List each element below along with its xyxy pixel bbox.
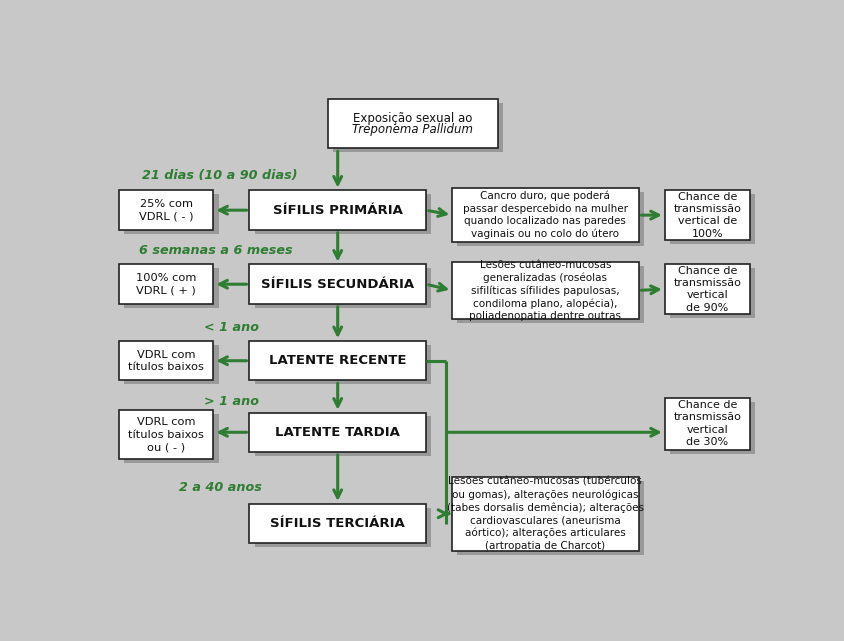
FancyBboxPatch shape	[124, 414, 219, 463]
Text: 100% com
VDRL ( + ): 100% com VDRL ( + )	[136, 273, 196, 296]
Text: Lesões cutâneo-mucosas (tubérculos
ou gomas), alterações neurológicas
(tabes dor: Lesões cutâneo-mucosas (tubérculos ou go…	[446, 477, 644, 551]
FancyBboxPatch shape	[255, 269, 431, 308]
FancyBboxPatch shape	[255, 345, 431, 385]
Text: VDRL com
títulos baixos: VDRL com títulos baixos	[128, 349, 204, 372]
Text: Exposição sexual ao: Exposição sexual ao	[354, 112, 473, 125]
FancyBboxPatch shape	[255, 508, 431, 547]
FancyBboxPatch shape	[665, 265, 749, 314]
FancyBboxPatch shape	[250, 190, 426, 230]
FancyBboxPatch shape	[452, 262, 639, 319]
Text: 2 a 40 anos: 2 a 40 anos	[179, 481, 262, 494]
FancyBboxPatch shape	[452, 477, 639, 551]
Text: SÍFILIS SECUNDÁRIA: SÍFILIS SECUNDÁRIA	[261, 278, 414, 291]
Text: VDRL com
títulos baixos
ou ( - ): VDRL com títulos baixos ou ( - )	[128, 417, 204, 452]
Text: SÍFILIS TERCIÁRIA: SÍFILIS TERCIÁRIA	[270, 517, 405, 530]
FancyBboxPatch shape	[670, 269, 755, 318]
Text: LATENTE RECENTE: LATENTE RECENTE	[269, 354, 407, 367]
Text: 25% com
VDRL ( - ): 25% com VDRL ( - )	[138, 199, 193, 221]
FancyBboxPatch shape	[665, 190, 749, 240]
FancyBboxPatch shape	[255, 194, 431, 234]
Text: Lesões cutâneo-mucosas
generalizadas (roséolas
sifilíticas sífilides papulosas,
: Lesões cutâneo-mucosas generalizadas (ro…	[469, 260, 621, 321]
FancyBboxPatch shape	[124, 269, 219, 308]
FancyBboxPatch shape	[327, 99, 498, 149]
Text: LATENTE TARDIA: LATENTE TARDIA	[275, 426, 400, 439]
FancyBboxPatch shape	[124, 194, 219, 234]
FancyBboxPatch shape	[124, 345, 219, 385]
FancyBboxPatch shape	[250, 413, 426, 452]
FancyBboxPatch shape	[670, 402, 755, 454]
FancyBboxPatch shape	[452, 188, 639, 242]
FancyBboxPatch shape	[250, 504, 426, 544]
FancyBboxPatch shape	[457, 192, 644, 246]
FancyBboxPatch shape	[250, 341, 426, 381]
FancyBboxPatch shape	[457, 266, 644, 322]
FancyBboxPatch shape	[118, 190, 214, 230]
FancyBboxPatch shape	[665, 397, 749, 449]
Text: 21 dias (10 a 90 dias): 21 dias (10 a 90 dias)	[142, 169, 298, 182]
FancyBboxPatch shape	[118, 265, 214, 304]
Text: Chance de
transmissão
vertical de
100%: Chance de transmissão vertical de 100%	[674, 192, 741, 238]
Text: Cancro duro, que poderá
passar despercebido na mulher
quando localizado nas pare: Cancro duro, que poderá passar desperceb…	[463, 191, 628, 239]
FancyBboxPatch shape	[333, 103, 503, 153]
Text: Chance de
transmissão
vertical
de 90%: Chance de transmissão vertical de 90%	[674, 265, 741, 313]
FancyBboxPatch shape	[118, 341, 214, 381]
Text: Chance de
transmissão
vertical
de 30%: Chance de transmissão vertical de 30%	[674, 400, 741, 447]
FancyBboxPatch shape	[670, 194, 755, 244]
Text: SÍFILIS PRIMÁRIA: SÍFILIS PRIMÁRIA	[273, 204, 403, 217]
FancyBboxPatch shape	[457, 481, 644, 554]
Text: Treponema Pallidum: Treponema Pallidum	[353, 122, 473, 136]
Text: < 1 ano: < 1 ano	[203, 320, 258, 334]
Text: 6 semanas a 6 meses: 6 semanas a 6 meses	[138, 244, 292, 257]
Text: > 1 ano: > 1 ano	[203, 395, 258, 408]
FancyBboxPatch shape	[118, 410, 214, 460]
FancyBboxPatch shape	[255, 417, 431, 456]
FancyBboxPatch shape	[250, 265, 426, 304]
